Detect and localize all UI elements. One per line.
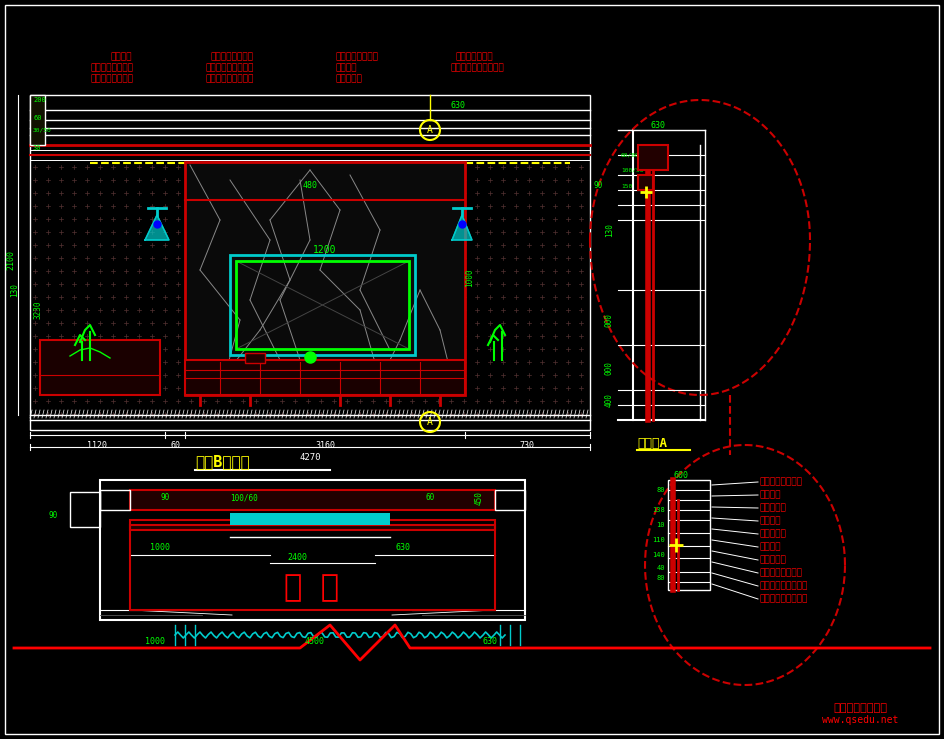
Text: 000: 000: [605, 313, 614, 327]
Text: 000: 000: [605, 361, 614, 375]
Text: 4500: 4500: [305, 638, 325, 647]
Text: 内置灯带（甲供）: 内置灯带（甲供）: [210, 52, 253, 61]
Text: A: A: [427, 417, 433, 427]
Text: 客厅B立面图: 客厅B立面图: [195, 454, 250, 469]
Bar: [130, 525, 495, 530]
Text: 60: 60: [425, 494, 434, 503]
Polygon shape: [452, 215, 472, 240]
Bar: [230, 513, 390, 525]
Text: 大理石踢脚线（甲供）: 大理石踢脚线（甲供）: [450, 64, 504, 72]
Text: 2100: 2100: [6, 250, 15, 270]
Text: 90: 90: [593, 180, 602, 189]
Text: 630: 630: [482, 638, 497, 647]
Text: 30: 30: [33, 145, 42, 151]
Bar: [40, 340, 160, 395]
Text: 大理石线条（甲供）: 大理石线条（甲供）: [205, 64, 253, 72]
Bar: [236, 261, 409, 349]
Text: 100/60: 100/60: [230, 494, 258, 503]
Text: 30/50: 30/50: [33, 128, 52, 132]
Bar: [30, 95, 45, 145]
Text: 大理石背景（甲供）: 大理石背景（甲供）: [760, 594, 808, 604]
Text: 窗帘盒（甲供）: 窗帘盒（甲供）: [455, 52, 493, 61]
Text: 天然大理石（甲供）: 天然大理石（甲供）: [205, 75, 253, 84]
Bar: [638, 175, 653, 190]
Bar: [130, 490, 495, 510]
Text: 石膏线条: 石膏线条: [110, 52, 131, 61]
Text: 石膏角线: 石膏角线: [760, 517, 782, 525]
Text: 480: 480: [302, 180, 317, 189]
Text: 60: 60: [170, 440, 180, 449]
Text: 剖面图A: 剖面图A: [637, 437, 667, 449]
Text: 石膏板刷白: 石膏板刷白: [335, 75, 362, 84]
Text: A: A: [427, 125, 433, 135]
Text: 艺术墙纸（甲供）: 艺术墙纸（甲供）: [90, 64, 133, 72]
Text: 140: 140: [652, 552, 665, 558]
Text: 4270: 4270: [299, 452, 321, 461]
Bar: [185, 360, 465, 395]
Text: 1120: 1120: [87, 440, 107, 449]
Text: 130: 130: [605, 223, 614, 237]
Text: 730: 730: [519, 440, 534, 449]
Text: 欧式壁灯（甲供）: 欧式壁灯（甲供）: [90, 75, 133, 84]
Text: 130: 130: [10, 283, 19, 297]
Text: 内置灯带（甲供）: 内置灯带（甲供）: [335, 52, 378, 61]
Text: 石膏板刷白: 石膏板刷白: [760, 503, 787, 513]
Text: www.qsedu.net: www.qsedu.net: [822, 715, 898, 725]
Bar: [100, 480, 525, 620]
Text: 100/50: 100/50: [621, 168, 644, 172]
Text: 150: 150: [621, 183, 632, 188]
Text: 90: 90: [49, 511, 58, 520]
Text: 内置灯带（甲供）: 内置灯带（甲供）: [760, 568, 803, 577]
Text: 90: 90: [160, 494, 169, 503]
Text: 80: 80: [656, 575, 665, 581]
Text: 石膏板刷白: 石膏板刷白: [760, 530, 787, 539]
Text: 大理石边框: 大理石边框: [760, 556, 787, 565]
Text: 60/80: 60/80: [621, 152, 640, 157]
Text: 石膏线条: 石膏线条: [760, 542, 782, 551]
Text: 110: 110: [652, 537, 665, 543]
Text: 400: 400: [605, 393, 614, 407]
Text: 1000: 1000: [145, 638, 165, 647]
Text: 1000: 1000: [465, 269, 475, 287]
Text: 630: 630: [650, 120, 666, 129]
Bar: [495, 490, 525, 510]
Bar: [638, 145, 668, 170]
Text: 石膏线条: 石膏线条: [335, 64, 357, 72]
Text: 80: 80: [656, 487, 665, 493]
Text: 10: 10: [656, 522, 665, 528]
Bar: [230, 255, 415, 355]
Text: 1200: 1200: [313, 245, 337, 255]
Text: 60: 60: [33, 115, 42, 121]
Text: 450: 450: [475, 491, 484, 505]
Bar: [100, 490, 130, 510]
Text: 大理石收口（甲供）: 大理石收口（甲供）: [760, 582, 808, 590]
Text: 200: 200: [33, 97, 45, 103]
Text: 2400: 2400: [287, 554, 307, 562]
Text: 3230: 3230: [33, 301, 42, 319]
Text: 40: 40: [656, 565, 665, 571]
Text: 齐生设计职业学校: 齐生设计职业学校: [833, 703, 887, 713]
Text: 630: 630: [450, 101, 465, 109]
Bar: [668, 480, 710, 590]
Bar: [245, 353, 265, 363]
Bar: [70, 492, 100, 527]
Text: 138: 138: [652, 507, 665, 513]
Bar: [30, 95, 590, 430]
Text: 内置灯带（甲供）: 内置灯带（甲供）: [760, 477, 803, 486]
Polygon shape: [145, 215, 169, 240]
Text: 600: 600: [673, 471, 688, 480]
Text: 石膏角线: 石膏角线: [760, 491, 782, 500]
Text: 630: 630: [395, 543, 410, 553]
Bar: [130, 520, 495, 610]
Text: 客 厅: 客 厅: [284, 573, 340, 602]
Text: 3160: 3160: [315, 440, 335, 449]
Text: 1000: 1000: [150, 543, 170, 553]
Bar: [185, 162, 465, 395]
